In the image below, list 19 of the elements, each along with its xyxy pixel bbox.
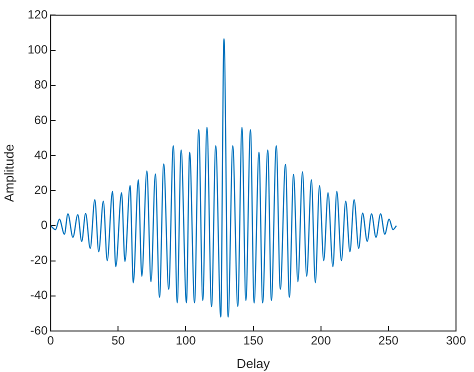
x-tick-label: 250 — [378, 334, 399, 348]
x-tick-label: 300 — [446, 334, 466, 348]
x-axis-title: Delay — [236, 356, 270, 371]
line-series — [50, 38, 397, 318]
y-axis-title: Amplitude — [1, 144, 16, 202]
x-tick-label: 150 — [243, 334, 264, 348]
y-tick-label: -40 — [30, 288, 48, 302]
y-tick-label: 120 — [28, 8, 48, 22]
y-tick-label: 40 — [34, 148, 48, 162]
y-tick-label: 20 — [34, 182, 48, 197]
x-tick-label: 200 — [310, 334, 332, 348]
y-tick-label: 60 — [34, 112, 48, 127]
y-tick-label: 100 — [28, 42, 48, 57]
x-tick-label: 100 — [176, 334, 196, 348]
x-tick-label: 50 — [112, 334, 126, 348]
y-tick-label: 80 — [34, 78, 48, 92]
y-tick-label: -20 — [30, 253, 48, 268]
y-tick-label: 0 — [40, 218, 48, 232]
y-tick-label: -60 — [30, 323, 48, 338]
